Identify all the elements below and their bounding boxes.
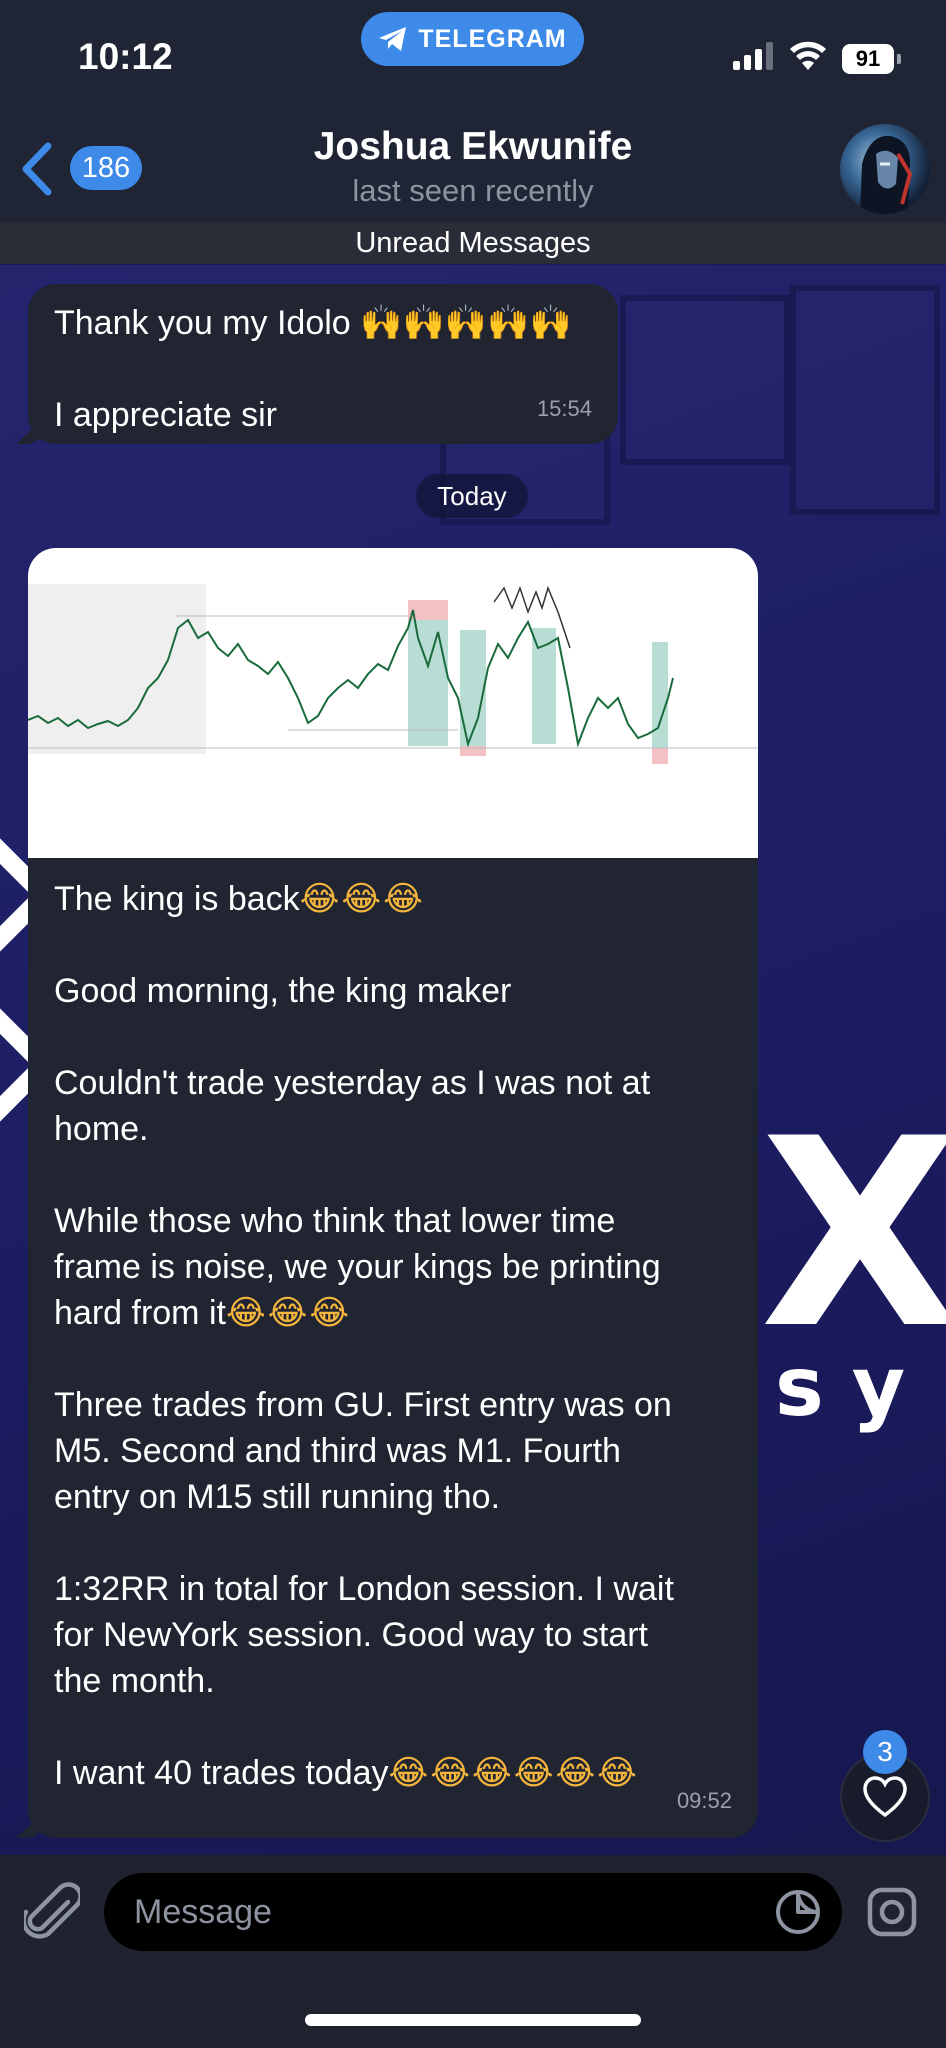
avatar-face-icon — [860, 135, 913, 214]
battery-indicator: 91 — [842, 44, 901, 74]
wallpaper-frame — [620, 295, 790, 465]
message-line: for NewYork session. Good way to start — [54, 1616, 649, 1654]
heart-icon — [863, 1776, 907, 1818]
header-bar: 10:12 TELEGRAM 91 186 Joshua Ekwunife la… — [0, 0, 946, 222]
laughing-emoji: 😂😂😂 — [299, 880, 425, 918]
message-input[interactable] — [104, 1873, 842, 1951]
message-line: entry on M15 still running tho. — [54, 1478, 501, 1516]
message-line: home. — [54, 1110, 149, 1148]
laughing-emoji: 😂😂😂😂😂😂 — [388, 1754, 639, 1792]
message-line: The king is back😂😂😂 — [54, 880, 425, 918]
message-line: frame is noise, we your kings be printin… — [54, 1248, 661, 1286]
incoming-message-bubble[interactable]: Thank you my Idolo 🙌🙌🙌🙌🙌 I appreciate si… — [16, 284, 618, 444]
date-separator: Today — [416, 474, 528, 518]
contact-status: last seen recently — [352, 173, 594, 208]
raised-hands-emoji: 🙌🙌🙌🙌🙌 — [360, 304, 572, 342]
unread-messages-divider: Unread Messages — [0, 222, 946, 264]
wallpaper-logo-x: X — [760, 1084, 946, 1386]
back-unread-count-badge[interactable]: 186 — [70, 146, 142, 190]
instagram-camera-icon[interactable] — [866, 1886, 918, 1938]
home-indicator[interactable] — [305, 2014, 641, 2026]
message-line: M5. Second and third was M1. Fourth — [54, 1432, 621, 1470]
message-line: I want 40 trades today😂😂😂😂😂😂 — [54, 1754, 639, 1792]
wallpaper-frame — [790, 285, 940, 515]
paperclip-icon[interactable] — [24, 1880, 80, 1950]
price-chart-picture — [28, 584, 758, 764]
message-line: Good morning, the king maker — [54, 972, 512, 1010]
wifi-icon — [790, 41, 826, 70]
message-text: The king is back😂😂😂 Good morning, the ki… — [28, 858, 758, 1796]
message-line: the month. — [54, 1662, 215, 1700]
message-timestamp: 15:54 — [536, 396, 592, 421]
contact-name[interactable]: Joshua Ekwunife — [313, 125, 633, 168]
message-line: Three trades from GU. First entry was on — [54, 1386, 672, 1424]
message-line: 1:32RR in total for London session. I wa… — [54, 1570, 674, 1608]
contact-avatar[interactable] — [840, 124, 930, 214]
message-line: Couldn't trade yesterday as I was not at — [54, 1064, 651, 1102]
message-line: hard from it😂😂😂 — [54, 1294, 352, 1332]
message-line: While those who think that lower time — [54, 1202, 616, 1240]
reaction-count-badge: 3 — [863, 1730, 907, 1774]
back-chevron-icon[interactable] — [16, 140, 56, 198]
laughing-emoji: 😂😂😂 — [225, 1294, 352, 1332]
message-timestamp: 09:52 — [676, 1788, 732, 1813]
wallpaper-logo-text: sy — [775, 1340, 934, 1435]
message-line: Thank you my Idolo 🙌🙌🙌🙌🙌 — [54, 304, 572, 342]
sticker-icon[interactable] — [774, 1888, 822, 1936]
message-line: I appreciate sir — [54, 396, 277, 434]
cellular-signal-icon — [733, 42, 773, 70]
trading-chart-image[interactable] — [28, 548, 758, 858]
telegram-pill-label: TELEGRAM — [418, 24, 567, 53]
incoming-photo-message-bubble[interactable]: The king is back😂😂😂 Good morning, the ki… — [16, 548, 758, 1838]
status-time: 10:12 — [78, 36, 173, 77]
telegram-pill[interactable]: TELEGRAM — [361, 12, 584, 66]
telegram-plane-icon — [379, 27, 407, 51]
